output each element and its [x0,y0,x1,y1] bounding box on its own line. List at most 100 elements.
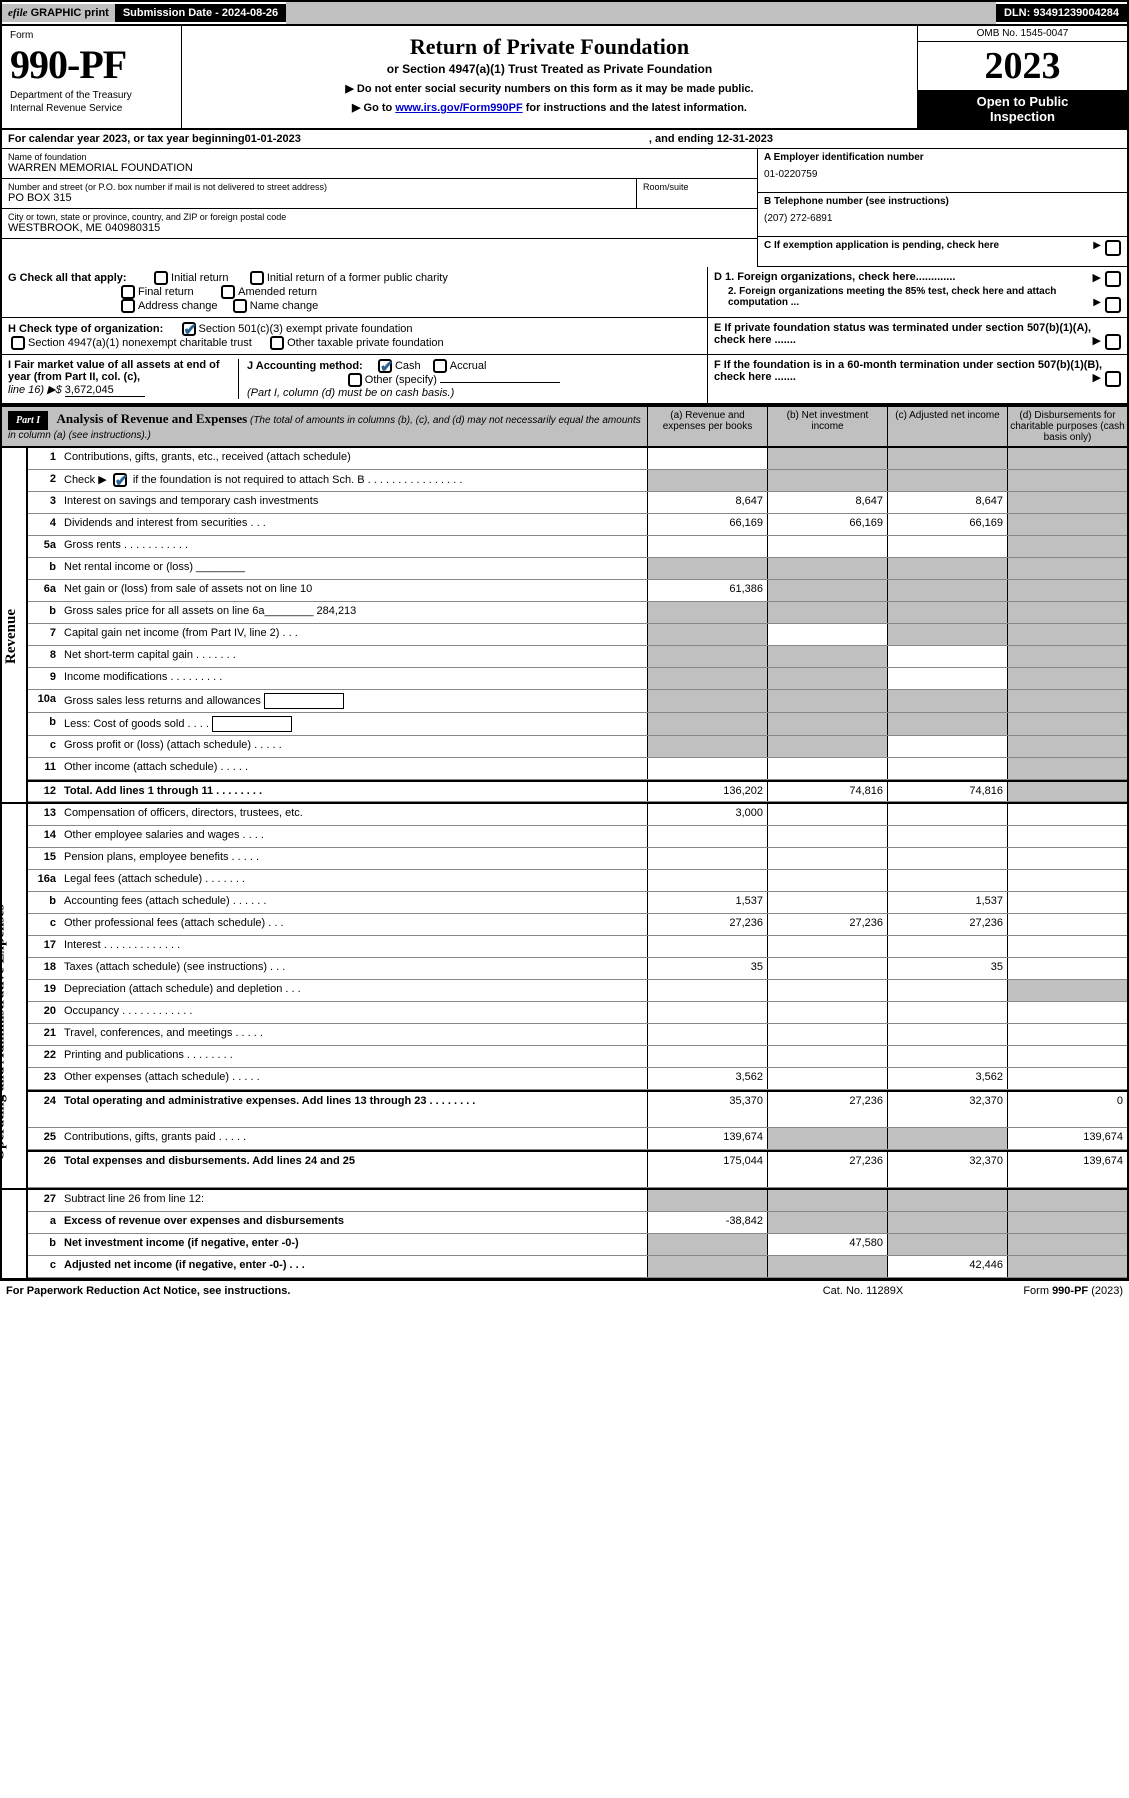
amt-cell [647,980,767,1001]
row-desc: Other expenses (attach schedule) . . . .… [62,1068,647,1089]
chk-cash[interactable] [378,359,392,373]
amt-shaded [647,558,767,579]
revenue-label: Revenue [3,609,20,664]
amt-shaded [767,470,887,491]
room-cell: Room/suite [637,179,757,209]
row-desc: Gross sales less returns and allowances [62,690,647,712]
table-row: 22Printing and publications . . . . . . … [28,1046,1127,1068]
chk-other-method[interactable] [348,373,362,387]
row-num: 13 [28,804,62,825]
i-value: 3,672,045 [65,384,145,397]
row-num: b [28,558,62,579]
table-row: 20Occupancy . . . . . . . . . . . . [28,1002,1127,1024]
chk-sch-b[interactable] [113,473,127,487]
amt-cell: 35 [887,958,1007,979]
amt-cell [647,1046,767,1067]
calyear-begin: 01-01-2023 [245,133,301,145]
amt-shaded [887,1212,1007,1233]
ein-cell: A Employer identification number 01-0220… [757,149,1127,193]
amt-shaded [647,646,767,667]
efile-label: efile GRAPHIC print [2,4,115,22]
row-desc: Occupancy . . . . . . . . . . . . [62,1002,647,1023]
chk-4947[interactable] [11,336,25,350]
row-num: b [28,713,62,735]
amt-cell: 66,169 [767,514,887,535]
amt-cell [767,826,887,847]
amt-shaded [767,1212,887,1233]
amt-cell [767,1068,887,1089]
d1-checkbox[interactable] [1105,271,1121,287]
chk-accrual[interactable] [433,359,447,373]
chk-address-change[interactable] [121,299,135,313]
amt-cell [647,536,767,557]
room-label: Room/suite [643,182,751,192]
info-grid: Name of foundation WARREN MEMORIAL FOUND… [0,149,1129,267]
row-num: 25 [28,1128,62,1149]
amt-cell [767,536,887,557]
f-checkbox[interactable] [1105,371,1121,387]
table-row: 21Travel, conferences, and meetings . . … [28,1024,1127,1046]
part1-header: Part I Analysis of Revenue and Expenses … [0,405,1129,448]
col-b-header: (b) Net investment income [767,407,887,446]
chk-other-taxable[interactable] [270,336,284,350]
amt-cell: 27,236 [767,1092,887,1127]
amt-shaded [767,1128,887,1149]
row-desc: Total expenses and disbursements. Add li… [62,1152,647,1187]
amt-shaded [767,690,887,712]
amt-shaded [887,1234,1007,1255]
row-num: 1 [28,448,62,469]
sidebar-expenses: Operating and Administrative Expenses [2,804,28,1188]
amt-cell [1007,936,1127,957]
row-num: c [28,1256,62,1277]
top-bar: efile GRAPHIC print Submission Date - 20… [0,0,1129,26]
amt-shaded [887,580,1007,601]
table-row: 26Total expenses and disbursements. Add … [28,1150,1127,1188]
form-word: Form [10,30,173,41]
d2-checkbox[interactable] [1105,297,1121,313]
row-h: H Check type of organization: Section 50… [0,318,1129,355]
table-row: 4Dividends and interest from securities … [28,514,1127,536]
amt-cell [887,804,1007,825]
sidebar-revenue: Revenue [2,448,28,802]
row-g: G Check all that apply: Initial return I… [0,267,1129,318]
row-ij: I Fair market value of all assets at end… [0,355,1129,405]
footer-mid: Cat. No. 11289X [763,1285,963,1297]
row-desc: Net short-term capital gain . . . . . . … [62,646,647,667]
chk-501c3[interactable] [182,322,196,336]
form-link[interactable]: www.irs.gov/Form990PF [395,102,522,114]
amt-cell: 27,236 [767,914,887,935]
amt-shaded [647,1256,767,1277]
amt-shaded [887,470,1007,491]
amt-shaded [887,690,1007,712]
row-num: 17 [28,936,62,957]
chk-initial-return[interactable] [154,271,168,285]
row-desc: Depreciation (attach schedule) and deple… [62,980,647,1001]
amt-cell: 139,674 [1007,1152,1127,1187]
amt-cell [1007,870,1127,891]
c-checkbox[interactable] [1105,240,1121,256]
amt-shaded [767,668,887,689]
e-checkbox[interactable] [1105,334,1121,350]
table-row: 6aNet gain or (loss) from sale of assets… [28,580,1127,602]
chk-name-change[interactable] [233,299,247,313]
row-desc: Dividends and interest from securities .… [62,514,647,535]
amt-cell [887,668,1007,689]
tel-value: (207) 272-6891 [764,213,1121,224]
amt-shaded [647,470,767,491]
amt-shaded [1007,690,1127,712]
amt-cell [887,980,1007,1001]
amt-cell [887,1046,1007,1067]
amt-cell: 32,370 [887,1092,1007,1127]
amt-cell: 47,580 [767,1234,887,1255]
row-num: 18 [28,958,62,979]
row-num: 19 [28,980,62,1001]
amt-shaded [647,736,767,757]
chk-initial-former[interactable] [250,271,264,285]
chk-amended[interactable] [221,285,235,299]
chk-final-return[interactable] [121,285,135,299]
table-row: 24Total operating and administrative exp… [28,1090,1127,1128]
i-label: I Fair market value of all assets at end… [8,359,220,383]
amt-cell [767,980,887,1001]
table-row: bGross sales price for all assets on lin… [28,602,1127,624]
row-desc: Gross sales price for all assets on line… [62,602,647,623]
